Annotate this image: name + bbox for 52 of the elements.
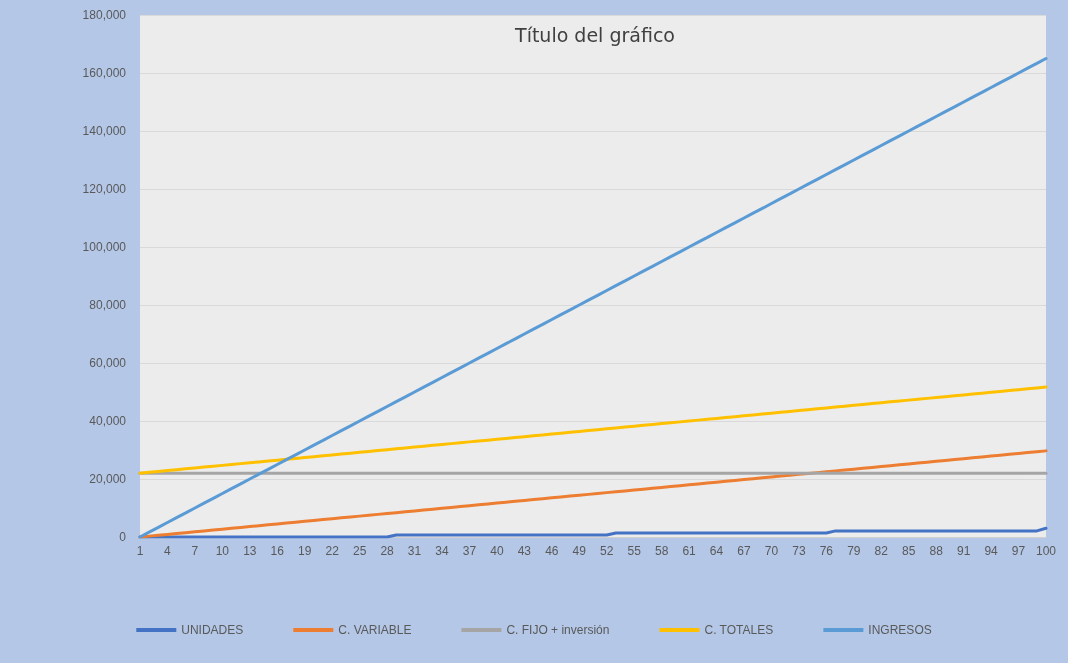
x-tick-label: 7 (191, 544, 199, 558)
x-tick-label: 67 (737, 544, 751, 558)
x-tick-label: 49 (572, 544, 587, 558)
y-tick-label: 140,000 (82, 124, 127, 138)
line-series (138, 385, 1048, 475)
x-tick-label: 52 (600, 544, 614, 558)
x-tick-label: 31 (407, 544, 422, 558)
x-tick-label: 61 (682, 544, 697, 558)
y-tick-label: 80,000 (89, 298, 127, 312)
x-tick-label: 34 (435, 544, 449, 558)
x-tick-label: 64 (709, 544, 724, 558)
y-tick-label: 180,000 (82, 8, 127, 22)
x-tick-label: 94 (984, 544, 999, 558)
x-tick-label: 88 (929, 544, 944, 558)
x-tick-label: 82 (874, 544, 889, 558)
x-tick-label: 100 (1035, 544, 1057, 558)
x-tick-label: 22 (325, 544, 340, 558)
x-tick-label: 25 (352, 544, 367, 558)
x-tick-label: 4 (164, 544, 172, 558)
x-tick-label: 46 (545, 544, 559, 558)
x-tick-label: 16 (270, 544, 285, 558)
chart-title: Título del gráfico (514, 23, 675, 46)
y-tick-label: 100,000 (82, 240, 127, 254)
legend-label: UNIDADES (181, 623, 244, 637)
legend-label: C. VARIABLE (338, 623, 412, 637)
x-tick-label: 91 (956, 544, 971, 558)
x-tick-label: 73 (792, 544, 806, 558)
x-tick-label: 85 (902, 544, 916, 558)
x-tick-label: 37 (462, 544, 477, 558)
x-tick-label: 79 (847, 544, 861, 558)
legend-label: C. FIJO + inversión (506, 623, 610, 637)
y-tick-label: 40,000 (89, 414, 127, 428)
y-tick-label: 160,000 (82, 66, 127, 80)
y-tick-label: 60,000 (89, 356, 127, 370)
x-tick-label: 40 (490, 544, 504, 558)
x-tick-label: 76 (819, 544, 834, 558)
y-tick-label: 120,000 (82, 182, 127, 196)
x-tick-label: 28 (380, 544, 395, 558)
x-tick-label: 55 (627, 544, 642, 558)
y-tick-label: 0 (119, 530, 127, 544)
y-tick-label: 20,000 (89, 472, 127, 486)
x-tick-label: 97 (1011, 544, 1026, 558)
x-tick-label: 10 (215, 544, 230, 558)
x-tick-label: 13 (243, 544, 257, 558)
x-tick-label: 43 (517, 544, 532, 558)
x-tick-label: 58 (654, 544, 669, 558)
line-series (138, 57, 1048, 539)
x-tick-label: 1 (136, 544, 144, 558)
legend-label: INGRESOS (868, 623, 932, 637)
x-tick-label: 70 (764, 544, 779, 558)
legend-label: C. TOTALES (704, 623, 774, 637)
x-tick-label: 19 (298, 544, 312, 558)
